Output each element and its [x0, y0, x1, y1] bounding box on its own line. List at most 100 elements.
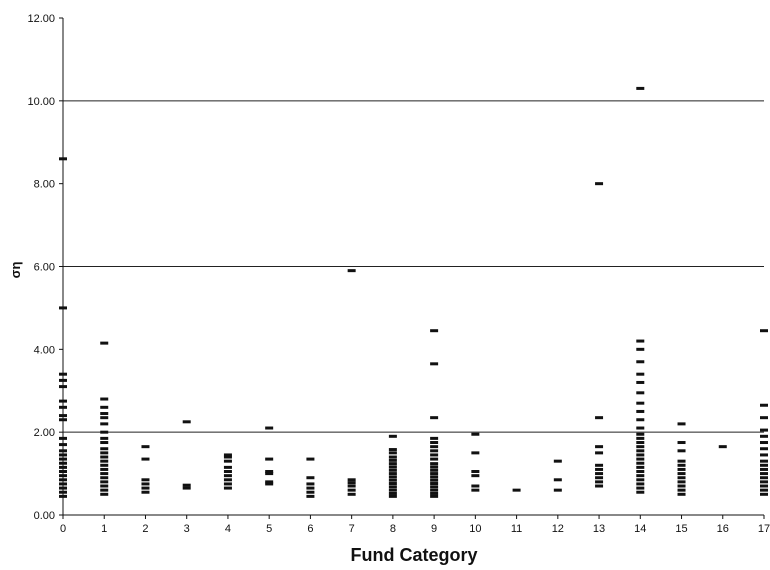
data-point: [636, 380, 645, 384]
data-point: [141, 445, 150, 449]
data-point: [471, 474, 480, 478]
data-point: [636, 432, 645, 436]
y-tick-label: 2.00: [34, 427, 55, 439]
data-point: [59, 399, 67, 403]
x-tick-label: 10: [469, 523, 481, 535]
data-point: [430, 449, 439, 453]
data-point: [430, 416, 439, 420]
data-point: [141, 457, 150, 461]
data-point: [265, 470, 274, 474]
x-tick-labels: 0 1 2 3 4 5 6 7 8 9 10 11 12 13 14 15 16 17: [60, 523, 770, 535]
data-point: [553, 459, 562, 463]
data-point: [59, 436, 67, 440]
data-point: [677, 480, 686, 484]
data-point: [347, 269, 356, 273]
data-point: [306, 486, 315, 490]
data-point: [512, 488, 521, 492]
data-point: [677, 488, 686, 492]
data-point: [388, 465, 397, 469]
data-point: [430, 482, 439, 486]
data-point: [760, 441, 768, 445]
data-point: [100, 488, 109, 492]
data-point: [59, 157, 67, 161]
data-point: [141, 490, 150, 494]
data-point: [718, 445, 727, 449]
data-point: [760, 488, 768, 492]
data-point: [636, 441, 645, 445]
data-point: [388, 462, 397, 466]
data-point: [59, 449, 67, 453]
data-point: [636, 474, 645, 478]
data-point: [760, 480, 768, 484]
y-tick-label: 10.00: [27, 96, 55, 108]
data-point: [100, 441, 109, 445]
data-point: [388, 475, 397, 479]
data-point: [760, 453, 768, 457]
data-point: [636, 490, 645, 494]
x-tick-label: 5: [266, 523, 272, 535]
data-point: [430, 478, 439, 482]
data-point: [677, 422, 686, 426]
data-point: [636, 372, 645, 376]
data-point: [430, 436, 439, 440]
data-point: [141, 486, 150, 490]
data-point: [388, 488, 397, 492]
x-tick-label: 15: [675, 523, 687, 535]
data-point: [760, 434, 768, 438]
data-points: [59, 86, 768, 498]
data-point: [59, 478, 67, 482]
data-point: [306, 457, 315, 461]
data-point: [223, 465, 232, 469]
data-point: [306, 476, 315, 480]
data-point: [100, 447, 109, 451]
data-point: [430, 475, 439, 479]
grid-lines: [63, 100, 764, 433]
data-point: [636, 445, 645, 449]
data-point: [265, 457, 274, 461]
data-point: [430, 462, 439, 466]
data-point: [306, 482, 315, 486]
x-tick-label: 4: [225, 523, 231, 535]
data-point: [100, 436, 109, 440]
data-point: [100, 341, 109, 345]
data-point: [760, 459, 768, 463]
x-tick-label: 11: [511, 523, 522, 535]
data-point: [59, 453, 67, 457]
x-tick-label: 8: [390, 523, 396, 535]
data-point: [760, 467, 768, 471]
data-point: [59, 474, 67, 478]
data-point: [636, 486, 645, 490]
data-point: [59, 465, 67, 469]
data-point: [636, 360, 645, 364]
data-point: [430, 485, 439, 489]
data-point: [59, 306, 67, 310]
data-point: [223, 482, 232, 486]
data-point: [636, 86, 645, 90]
data-point: [388, 458, 397, 462]
data-point: [388, 491, 397, 495]
data-point: [59, 482, 67, 486]
data-point: [636, 409, 645, 413]
data-point: [636, 347, 645, 351]
y-tick-label: 0.00: [34, 510, 55, 522]
x-tick-label: 7: [349, 523, 355, 535]
data-point: [100, 492, 109, 496]
data-point: [471, 488, 480, 492]
data-point: [223, 453, 232, 457]
data-point: [430, 457, 439, 461]
axes: [59, 17, 765, 519]
data-point: [760, 463, 768, 467]
data-point: [677, 463, 686, 467]
x-tick-label: 2: [142, 523, 148, 535]
data-point: [59, 461, 67, 465]
data-point: [223, 486, 232, 490]
data-point: [223, 470, 232, 474]
y-tick-label: 8.00: [34, 179, 55, 191]
data-point: [223, 455, 232, 459]
data-point: [388, 451, 397, 455]
data-point: [347, 478, 356, 482]
data-point: [100, 472, 109, 476]
data-point: [636, 482, 645, 486]
data-point: [677, 449, 686, 453]
data-point: [595, 416, 604, 420]
